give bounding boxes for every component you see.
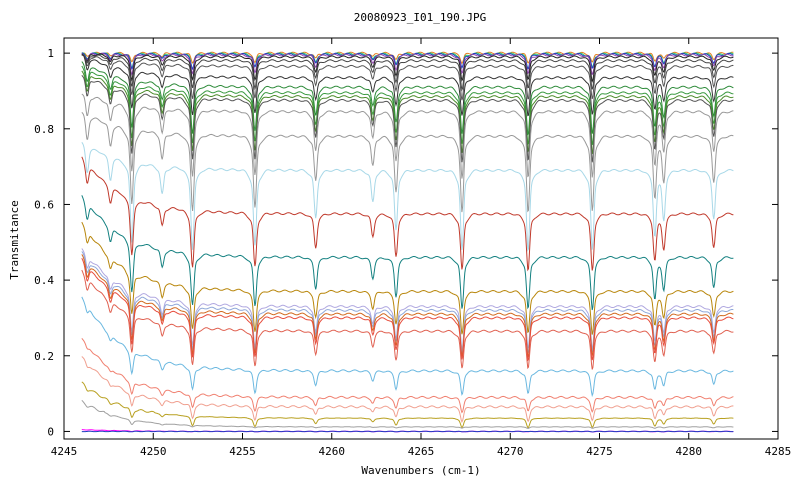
x-axis-ticks: 4245 4250 4255 4260 4265 4270 4275 4280 4285 xyxy=(51,38,792,458)
y-tick-label: 0.6 xyxy=(34,198,54,211)
series-line xyxy=(81,381,734,429)
series-line xyxy=(81,52,734,71)
series-line xyxy=(81,52,734,76)
series-line xyxy=(81,61,734,136)
series-line xyxy=(81,221,734,335)
x-tick-label: 4280 xyxy=(676,445,703,458)
series-line xyxy=(81,356,734,423)
series-line xyxy=(81,400,734,429)
series-line xyxy=(81,269,734,370)
series-line xyxy=(81,156,734,272)
x-tick-label: 4245 xyxy=(51,445,78,458)
series-line xyxy=(81,53,734,117)
series-line xyxy=(81,195,734,311)
x-tick-label: 4250 xyxy=(140,445,167,458)
x-tick-label: 4260 xyxy=(319,445,346,458)
y-tick-label: 0 xyxy=(47,425,54,438)
y-axis-label: Transmitance xyxy=(8,200,21,279)
series-line xyxy=(81,53,734,84)
x-tick-label: 4255 xyxy=(229,445,256,458)
y-axis-ticks: 0 0.2 0.4 0.6 0.8 1 xyxy=(34,47,778,438)
y-tick-label: 0.2 xyxy=(34,350,54,363)
y-tick-label: 0.8 xyxy=(34,123,54,136)
y-tick-label: 1 xyxy=(47,47,54,60)
x-tick-label: 4270 xyxy=(497,445,524,458)
series-line xyxy=(81,296,734,398)
series-line xyxy=(81,337,734,414)
x-tick-label: 4275 xyxy=(586,445,613,458)
series-line xyxy=(81,430,734,433)
x-tick-label: 4285 xyxy=(765,445,792,458)
series-line xyxy=(81,251,734,354)
series-line xyxy=(81,74,734,163)
chart-title: 20080923_I01_190.JPG xyxy=(354,11,486,24)
series-line xyxy=(81,142,734,252)
series-line xyxy=(81,93,734,179)
x-axis-label: Wavenumbers (cm-1) xyxy=(361,464,480,477)
series-line xyxy=(81,248,734,351)
series-line xyxy=(81,257,734,362)
y-tick-label: 0.4 xyxy=(34,274,54,287)
series-layer xyxy=(81,51,734,433)
x-tick-label: 4265 xyxy=(408,445,435,458)
series-line xyxy=(81,54,734,92)
series-line xyxy=(81,112,734,213)
series-line xyxy=(81,54,734,101)
